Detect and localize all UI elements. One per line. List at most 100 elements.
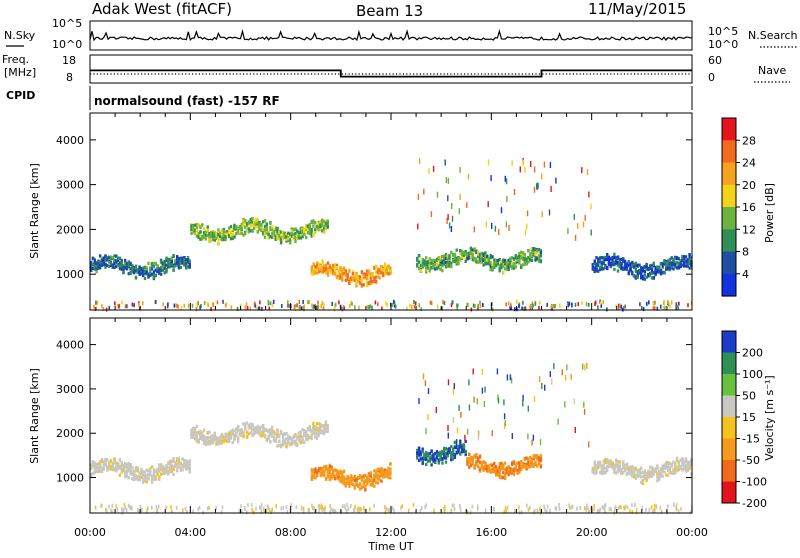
- heatmap-cell: [113, 458, 116, 462]
- heatmap-cell: [344, 483, 347, 487]
- heatmap-cell: [376, 467, 380, 471]
- heatmap-cell: [666, 468, 670, 472]
- heatmap-cell: [355, 478, 358, 482]
- heatmap-cell: [251, 220, 254, 224]
- heatmap-cell: [369, 279, 372, 283]
- heatmap-cell: [271, 227, 274, 231]
- heatmap-cell: [150, 474, 154, 478]
- heatmap-cell: [111, 265, 114, 269]
- heatmap-cell: [659, 268, 663, 272]
- heatmap-cell: [183, 260, 186, 264]
- heatmap-cell: [172, 459, 175, 463]
- heatmap-cell: [681, 263, 684, 267]
- noise-left-tick-top: 10^5: [52, 17, 82, 30]
- heatmap-cell: [111, 468, 114, 472]
- heatmap-cell: [606, 458, 609, 462]
- heatmap-cell: [416, 262, 419, 266]
- heatmap-cell: [634, 503, 636, 507]
- heatmap-cell: [366, 475, 369, 479]
- heatmap-cell: [447, 177, 450, 184]
- heatmap-cell: [222, 229, 225, 233]
- heatmap-cell: [100, 258, 104, 262]
- heatmap-cell: [204, 442, 208, 447]
- heatmap-cell: [447, 425, 449, 431]
- heatmap-cell: [233, 235, 236, 239]
- heatmap-cell: [175, 505, 178, 510]
- noise-panel: N.Sky 10^5 10^0 10^5 10^0 N.Search: [4, 17, 798, 51]
- heatmap-cell: [614, 507, 616, 512]
- heatmap-cell: [355, 284, 358, 288]
- heatmap-cell: [469, 247, 473, 251]
- heatmap-cell: [256, 428, 259, 432]
- heatmap-cell: [672, 471, 675, 475]
- heatmap-cell: [322, 427, 326, 431]
- heatmap-cell: [319, 224, 322, 228]
- heatmap-cell: [183, 464, 186, 468]
- heatmap-cell: [147, 468, 150, 472]
- heatmap-cell: [525, 467, 528, 471]
- heatmap-cell: [109, 467, 113, 471]
- heatmap-cell: [314, 428, 317, 432]
- heatmap-cell: [310, 429, 313, 434]
- heatmap-cell: [149, 472, 152, 476]
- heatmap-cell: [618, 258, 621, 262]
- heatmap-cell: [313, 509, 316, 514]
- heatmap-cell: [116, 467, 120, 471]
- heatmap-cell: [133, 477, 136, 482]
- heatmap-cell: [683, 261, 686, 265]
- heatmap-cell: [305, 434, 308, 438]
- heatmap-cell: [292, 435, 295, 439]
- heatmap-cell: [118, 304, 120, 309]
- heatmap-cell: [631, 503, 633, 508]
- heatmap-cell: [186, 261, 190, 265]
- heatmap-cell: [451, 503, 454, 508]
- heatmap-cell: [350, 482, 353, 486]
- heatmap-cell: [143, 477, 147, 481]
- heatmap-cell: [441, 461, 444, 465]
- heatmap-cell: [314, 475, 317, 479]
- heatmap-cell: [636, 263, 639, 267]
- heatmap-cell: [186, 265, 190, 269]
- heatmap-cell: [326, 474, 330, 478]
- station-title: Adak West (fitACF): [92, 0, 232, 18]
- heatmap-cell: [213, 434, 216, 439]
- heatmap-cell: [118, 458, 122, 462]
- heatmap-cell: [647, 267, 650, 271]
- heatmap-cell: [468, 251, 471, 255]
- heatmap-cell: [310, 470, 314, 474]
- heatmap-cell: [686, 467, 689, 471]
- heatmap-cell: [486, 255, 489, 259]
- heatmap-cell: [677, 468, 681, 472]
- heatmap-cell: [176, 303, 178, 308]
- heatmap-cell: [393, 508, 395, 513]
- heatmap-cell: [450, 264, 453, 268]
- heatmap-cell: [616, 269, 620, 273]
- heatmap-cell: [319, 425, 322, 429]
- heatmap-cell: [124, 266, 127, 270]
- heatmap-cell: [602, 267, 605, 271]
- heatmap-cell: [313, 304, 316, 309]
- heatmap-cell: [525, 259, 528, 263]
- heatmap-cell: [176, 469, 179, 473]
- heatmap-cell: [131, 264, 134, 268]
- heatmap-cell: [220, 433, 224, 437]
- heatmap-cell: [341, 271, 344, 276]
- heatmap-cell: [432, 459, 435, 463]
- heatmap-cell: [97, 466, 100, 470]
- heatmap-cell: [235, 432, 238, 436]
- heatmap-cell: [100, 469, 104, 474]
- heatmap-cell: [107, 264, 111, 269]
- heatmap-cell: [491, 222, 493, 229]
- heatmap-cell: [656, 475, 659, 479]
- heatmap-cell: [145, 270, 148, 274]
- heatmap-cell: [677, 465, 681, 469]
- heatmap-cell: [215, 232, 218, 236]
- heatmap-cell: [624, 504, 627, 509]
- heatmap-cell: [464, 259, 467, 263]
- heatmap-cell: [262, 432, 265, 436]
- heatmap-cell: [342, 475, 346, 479]
- heatmap-cell: [679, 458, 682, 462]
- heatmap-cell: [659, 473, 663, 477]
- heatmap-cell: [484, 251, 487, 255]
- heatmap-cell: [181, 508, 184, 513]
